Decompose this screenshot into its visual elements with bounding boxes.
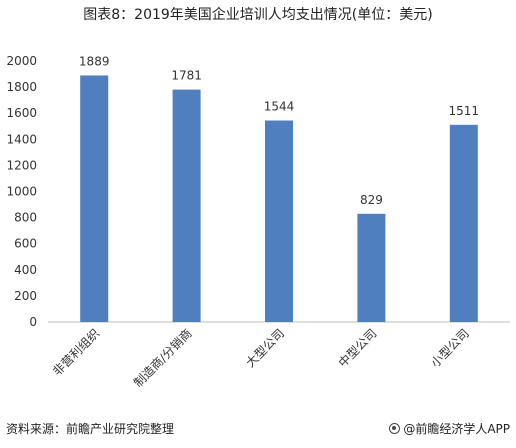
bar xyxy=(265,120,293,323)
data-label: 1544 xyxy=(264,100,295,114)
brand-label: @前瞻经济学人APP xyxy=(403,422,510,436)
y-tick-label: 0 xyxy=(29,315,37,329)
source-note: 资料来源：前瞻产业研究院整理 xyxy=(6,422,175,436)
y-tick-label: 1600 xyxy=(6,106,37,120)
y-tick-label: 800 xyxy=(14,211,37,225)
bar xyxy=(172,89,201,322)
y-tick-label: 200 xyxy=(14,289,37,303)
x-tick-label: 非营利组织 xyxy=(50,326,102,378)
bars xyxy=(80,75,478,323)
bar-chart: 0 200 400 600 800 1000 1200 1400 1600 1800 2000 18… xyxy=(6,54,510,390)
y-tick-label: 400 xyxy=(14,263,37,277)
x-tick-label: 中型公司 xyxy=(335,326,380,371)
y-tick-label: 1000 xyxy=(6,185,37,199)
data-label: 1781 xyxy=(171,69,202,83)
chart-title: 图表8：2019年美国企业培训人均支出情况(单位：美元) xyxy=(83,7,433,23)
brand-logo: @前瞻经济学人APP xyxy=(389,420,510,437)
data-label: 829 xyxy=(360,193,383,207)
y-tick-label: 1800 xyxy=(6,80,37,94)
bar xyxy=(449,124,478,322)
x-tick-label: 小型公司 xyxy=(428,326,472,370)
y-tick-label: 1200 xyxy=(6,158,37,172)
labels: 1889 非营利组织 1781 制造商/分销商 1544 大型公司 829 中型公司 1511 小… xyxy=(50,54,479,389)
bar xyxy=(80,75,109,322)
y-tick-label: 1400 xyxy=(6,132,37,146)
x-tick-label: 制造商/分销商 xyxy=(130,326,194,390)
brand-icon xyxy=(389,423,401,434)
y-tick-label: 600 xyxy=(14,237,37,251)
data-label: 1889 xyxy=(79,54,110,68)
bar xyxy=(357,213,386,322)
x-tick-label: 大型公司 xyxy=(243,326,287,370)
data-label: 1511 xyxy=(449,104,480,118)
y-tick-label: 2000 xyxy=(6,54,37,68)
